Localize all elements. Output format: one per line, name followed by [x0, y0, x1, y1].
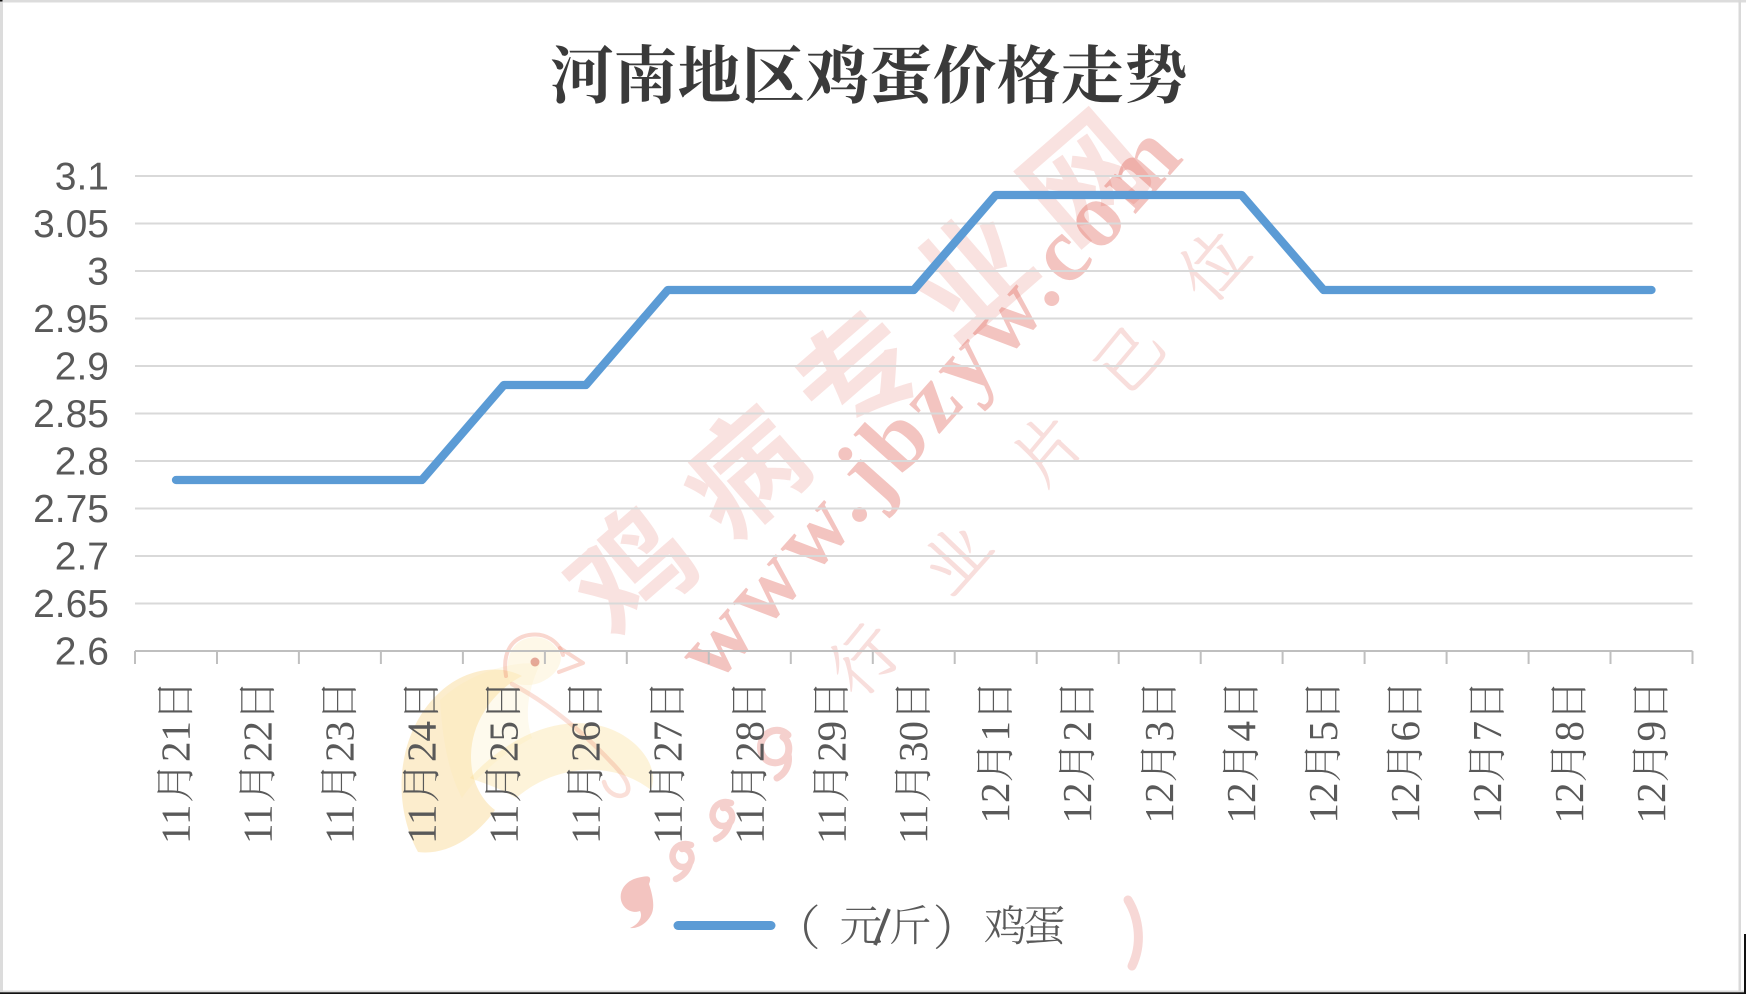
svg-text:12: 12 [1382, 783, 1428, 824]
svg-text:2.8: 2.8 [55, 441, 109, 484]
svg-text:11: 11 [316, 805, 362, 844]
svg-text:12: 12 [1464, 783, 1510, 824]
svg-text:11: 11 [235, 805, 281, 844]
svg-text:9: 9 [1628, 721, 1674, 742]
svg-text:2: 2 [1054, 721, 1100, 742]
svg-text:11: 11 [562, 805, 608, 844]
svg-text:11: 11 [398, 805, 444, 844]
svg-text:11: 11 [480, 805, 526, 844]
svg-text:27: 27 [644, 721, 690, 762]
svg-text:7: 7 [1464, 721, 1510, 742]
svg-text:4: 4 [1218, 721, 1264, 742]
svg-text:23: 23 [316, 721, 362, 762]
svg-text:6: 6 [1382, 721, 1428, 742]
svg-text:12: 12 [972, 783, 1018, 824]
svg-text:24: 24 [398, 721, 444, 762]
svg-text:29: 29 [808, 721, 854, 762]
svg-text:2.95: 2.95 [33, 298, 109, 341]
svg-text:28: 28 [726, 721, 772, 762]
svg-text:2.65: 2.65 [33, 583, 109, 626]
svg-text:21: 21 [153, 721, 199, 762]
svg-text:12: 12 [1218, 783, 1264, 824]
svg-text:12: 12 [1300, 783, 1346, 824]
svg-text:2.6: 2.6 [55, 631, 109, 674]
svg-text:8: 8 [1546, 721, 1592, 742]
svg-text:12: 12 [1628, 783, 1674, 824]
svg-text:11: 11 [153, 805, 199, 844]
svg-text:2.85: 2.85 [33, 393, 109, 436]
svg-text:12: 12 [1136, 783, 1182, 824]
svg-text:5: 5 [1300, 721, 1346, 742]
svg-text:30: 30 [890, 721, 936, 762]
svg-text:11: 11 [890, 805, 936, 844]
svg-text:26: 26 [562, 721, 608, 762]
svg-text:3.1: 3.1 [55, 156, 109, 199]
svg-text:12: 12 [1546, 783, 1592, 824]
svg-text:3.05: 3.05 [33, 203, 109, 246]
svg-text:2.9: 2.9 [55, 346, 109, 389]
svg-text:11: 11 [808, 805, 854, 844]
svg-text:1: 1 [972, 721, 1018, 742]
svg-text:2.75: 2.75 [33, 488, 109, 531]
svg-text:12: 12 [1054, 783, 1100, 824]
svg-text:2.7: 2.7 [55, 536, 109, 579]
svg-text:22: 22 [235, 721, 281, 762]
svg-text:11: 11 [726, 805, 772, 844]
svg-text:3: 3 [1136, 721, 1182, 742]
svg-text:3: 3 [87, 251, 109, 294]
svg-text:25: 25 [480, 721, 526, 762]
svg-text:11: 11 [644, 805, 690, 844]
